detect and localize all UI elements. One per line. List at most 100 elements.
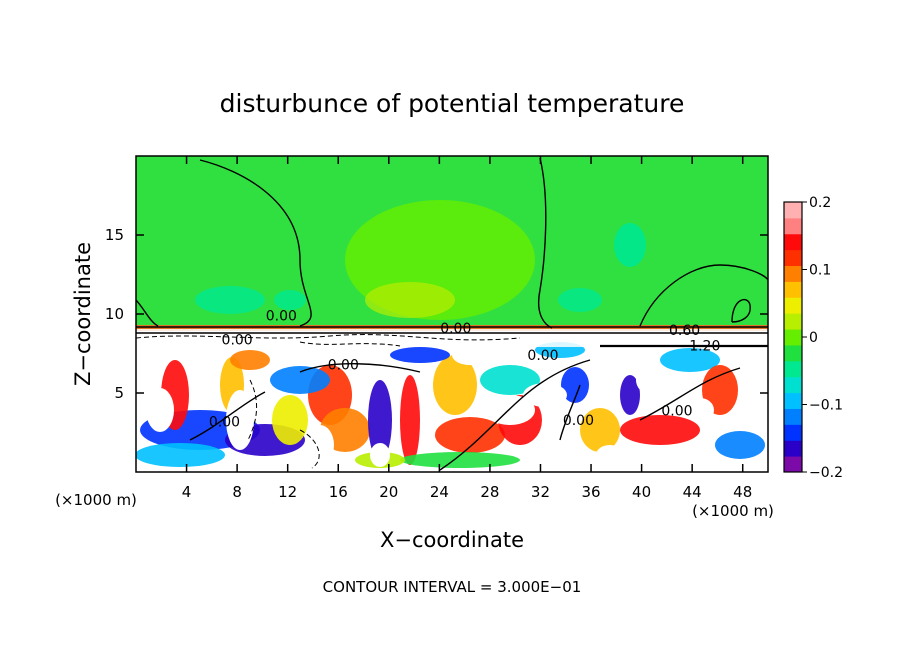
contour-line-dashed xyxy=(136,334,521,341)
contour-label: 0.00 xyxy=(661,403,692,419)
x-tick-label: 8 xyxy=(232,483,242,501)
field-blob xyxy=(620,415,700,445)
y-axis-ticks: 5 10 15 xyxy=(105,226,768,402)
contour-label: 0.60 xyxy=(669,323,700,339)
colorbar-segment xyxy=(784,297,802,314)
colorbar-segment xyxy=(784,329,802,346)
colorbar-tick-label: 0.1 xyxy=(809,263,831,279)
contour-line xyxy=(559,384,581,441)
colorbar-segment xyxy=(784,408,802,425)
field-blob xyxy=(136,443,225,467)
contour-label: 0.00 xyxy=(527,348,558,364)
colorbar-segment xyxy=(784,376,802,394)
contour-line xyxy=(136,299,159,327)
y-tick-label: 5 xyxy=(114,384,124,402)
contour-label: 0.00 xyxy=(209,414,240,430)
field-blob-white xyxy=(146,388,174,432)
x-tick-label: 40 xyxy=(632,483,651,501)
x-axis-label: X−coordinate xyxy=(380,528,524,552)
x-unit-right: (×1000 m) xyxy=(692,502,774,520)
contour-line xyxy=(639,264,768,327)
colorbar-segment xyxy=(784,360,802,378)
contour-line xyxy=(189,391,266,441)
x-axis-ticks: 4 8 12 16 20 24 28 32 36 40 44 48 xyxy=(182,156,752,501)
field-blob xyxy=(272,395,308,445)
field-blob xyxy=(561,367,589,403)
colorbar-segment xyxy=(784,265,802,282)
colorbar-tick-label: −0.2 xyxy=(809,465,843,481)
colorbar-segment xyxy=(784,281,802,298)
colorbar-segment xyxy=(784,424,802,441)
upper-warm-patch xyxy=(365,282,455,318)
colorbar-segment xyxy=(784,392,802,409)
colorbar-segment xyxy=(784,217,802,235)
colorbar-segment xyxy=(784,249,802,267)
x-tick-label: 20 xyxy=(379,483,398,501)
colorbar-segment xyxy=(784,202,802,219)
field-blob xyxy=(480,365,540,395)
chart-title: disturbunce of potential temperature xyxy=(220,89,685,118)
x-tick-label: 48 xyxy=(733,483,752,501)
field-blob xyxy=(368,380,392,460)
y-tick-label: 15 xyxy=(105,226,124,244)
contour-lines xyxy=(136,157,768,471)
contour-label: 0.00 xyxy=(328,358,359,374)
x-tick-label: 12 xyxy=(278,483,297,501)
plot-area: 0.00 0.00 0.00 0.00 0.00 0.00 0.00 0.00 0.601.20 xyxy=(136,156,768,472)
upper-cool-patch xyxy=(558,288,602,312)
field-blob xyxy=(400,375,420,465)
contour-label-group: 0.00 0.00 0.00 0.00 0.00 0.00 0.00 0.00 0.601.20 xyxy=(209,309,720,431)
field-blob-white xyxy=(523,383,567,407)
contour-line xyxy=(731,298,751,323)
field-blob xyxy=(390,347,450,363)
contour-line xyxy=(299,363,421,373)
field-blob-white xyxy=(452,345,488,365)
field-blob-white xyxy=(306,425,334,465)
field-blob xyxy=(715,431,765,459)
field-blob xyxy=(660,348,720,372)
x-tick-label: 36 xyxy=(581,483,600,501)
contour-interval-note: CONTOUR INTERVAL = 3.000E−01 xyxy=(323,578,582,596)
contour-line xyxy=(199,159,312,327)
upper-cool-patch xyxy=(195,286,265,314)
field-blob-white xyxy=(226,390,254,450)
contour-label: 0.00 xyxy=(222,332,253,348)
colorbar-segment xyxy=(784,440,802,457)
field-blob-white xyxy=(686,398,714,422)
contour-dashed-lines xyxy=(136,334,521,469)
field-blob xyxy=(620,375,640,415)
field-blob-white xyxy=(596,445,624,465)
inversion-band xyxy=(136,325,768,331)
field-blob-white xyxy=(485,395,535,425)
contour-label: 1.20 xyxy=(689,339,720,355)
turbulent-field xyxy=(136,342,765,468)
upper-cool-patch xyxy=(614,223,646,267)
field-blob-white xyxy=(370,443,390,467)
contour-line-dashed xyxy=(247,379,258,441)
contour-line xyxy=(439,359,591,471)
colorbar-tick-label: −0.1 xyxy=(809,398,843,414)
field-blob xyxy=(702,365,738,415)
upper-cool-patch xyxy=(274,290,306,310)
x-tick-label: 32 xyxy=(531,483,550,501)
y-tick-label: 10 xyxy=(105,305,124,323)
contour-line-dashed xyxy=(299,341,401,347)
contour-label: 0.00 xyxy=(266,309,297,325)
colorbar-segment xyxy=(784,456,802,473)
colorbar: 0.2 0.1 0 −0.1 −0.2 xyxy=(783,195,843,481)
field-blob xyxy=(435,417,505,453)
x-unit-left: (×1000 m) xyxy=(55,491,137,509)
field-blob xyxy=(580,408,620,452)
x-tick-label: 16 xyxy=(329,483,348,501)
y-axis-label: Z−coordinate xyxy=(71,242,95,386)
field-blob xyxy=(270,366,330,394)
x-tick-label: 28 xyxy=(480,483,499,501)
contour-label: 0.00 xyxy=(563,413,594,429)
field-blob xyxy=(433,355,477,415)
colorbar-tick-label: 0 xyxy=(809,330,818,346)
contour-line xyxy=(639,367,741,421)
field-blob-white xyxy=(636,366,664,394)
colorbar-segment xyxy=(784,313,802,330)
colorbar-segment xyxy=(784,344,802,362)
